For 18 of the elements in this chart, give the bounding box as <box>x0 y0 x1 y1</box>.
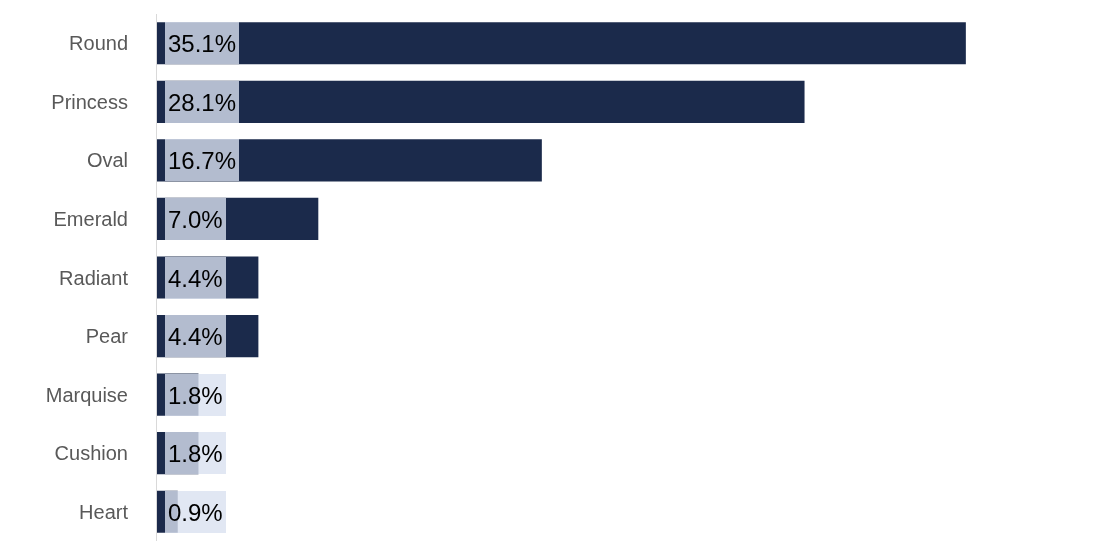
y-tick-label: Princess <box>51 90 128 113</box>
data-label: 35.1% <box>168 29 237 57</box>
data-label: 7.0% <box>168 205 223 233</box>
y-tick-label: Heart <box>79 500 129 523</box>
data-label: 28.1% <box>168 88 237 116</box>
data-label: 0.9% <box>168 498 223 526</box>
y-tick-label: Round <box>69 32 128 55</box>
data-label: 1.8% <box>168 381 223 409</box>
y-tick-label: Emerald <box>53 207 128 230</box>
data-label: 16.7% <box>168 146 237 174</box>
y-tick-label: Oval <box>86 149 128 172</box>
data-label: 4.4% <box>168 264 223 292</box>
y-tick-label: Marquise <box>45 383 128 406</box>
y-tick-label: Cushion <box>54 442 128 465</box>
y-tick-label: Pear <box>85 325 129 348</box>
data-label: 4.4% <box>168 322 223 350</box>
data-label: 1.8% <box>168 439 223 467</box>
y-tick-label: Radiant <box>59 266 129 289</box>
